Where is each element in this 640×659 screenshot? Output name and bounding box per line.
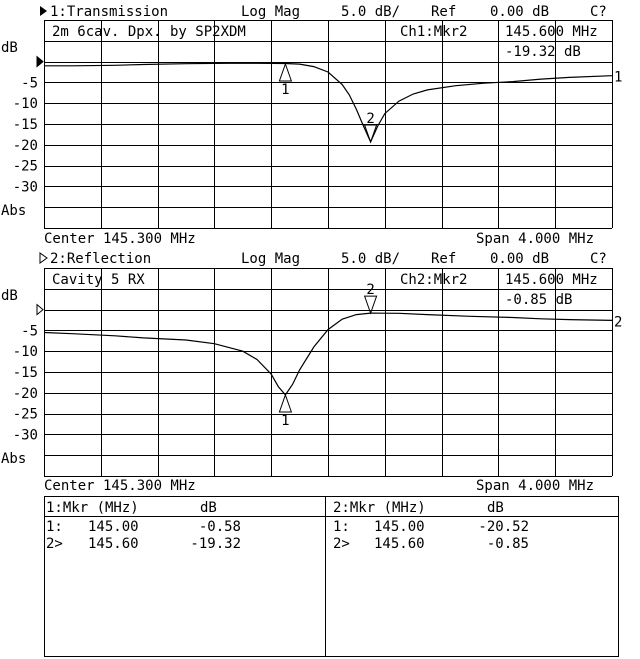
channel-2-footer: Center 145.300 MHz Span 4.000 MHz — [44, 478, 594, 494]
marker-1-triangle-icon — [278, 62, 293, 82]
table-row: 2> 145.60 -0.85 — [333, 536, 529, 552]
marker-2-label: 2 — [366, 111, 374, 127]
channel-2-ref-label: Ref — [431, 251, 456, 267]
channel-arrow-icon — [39, 252, 48, 264]
marker-readout-label: Ch1:Mkr2 — [400, 24, 467, 40]
marker-id: 1: — [333, 519, 350, 535]
channel-1-format: Log Mag — [241, 4, 300, 20]
channel-1-footer: Center 145.300 MHz Span 4.000 MHz — [44, 231, 594, 247]
marker-id: 2> — [46, 536, 63, 552]
trace-title: 2m 6cav. Dpx. by SP2XDM — [52, 24, 246, 40]
table-row: 1: 145.00 -20.52 — [333, 519, 529, 535]
y-tick-label: -10 — [13, 96, 38, 112]
trace-title: Cavity 5 RX — [52, 272, 145, 288]
y-tick-label: -20 — [13, 138, 38, 154]
trace-line — [44, 62, 613, 144]
y-tick-label: -25 — [13, 407, 38, 423]
channel-2-label: 2:Reflection — [50, 251, 151, 267]
marker-value: -0.58 — [199, 519, 241, 535]
channel-1-scale: 5.0 dB/ — [341, 4, 400, 20]
y-tick-label: -5 — [21, 323, 38, 339]
trace-end-label: 1 — [614, 70, 622, 86]
marker-readout-label: Ch2:Mkr2 — [400, 272, 467, 288]
marker-value: -19.32 — [190, 536, 241, 552]
channel-1-span: Span 4.000 MHz — [476, 231, 594, 247]
marker-id: 1: — [46, 519, 63, 535]
channel-2-span: Span 4.000 MHz — [476, 478, 594, 494]
table-header-mkr: 2:Mkr (MHz) — [333, 500, 426, 516]
channel-2-scale: 5.0 dB/ — [341, 251, 400, 267]
channel-2-center: Center 145.300 MHz — [44, 478, 196, 494]
trace-line — [43, 312, 613, 396]
y-tick-label: -20 — [13, 386, 38, 402]
marker-table: 1:Mkr (MHz) dB 1: 145.00 -0.58 2> 145.60… — [44, 496, 619, 657]
channel-1-header: 1:Transmission Log Mag 5.0 dB/ Ref 0.00 … — [40, 4, 607, 20]
marker-readout-freq: 145.600 MHz — [505, 24, 598, 40]
channel-2-header: 2:Reflection Log Mag 5.0 dB/ Ref 0.00 dB… — [39, 251, 607, 267]
marker-freq: 145.60 — [88, 536, 139, 552]
reflection-plot: Cavity 5 RX Ch2:Mkr2 145.600 MHz -0.85 dB dB… — [1, 268, 622, 477]
y-tick-label: -25 — [13, 159, 38, 175]
table-header-unit: dB — [487, 500, 504, 516]
channel-1-ref-label: Ref — [431, 4, 456, 20]
trace-end-label: 2 — [614, 314, 622, 330]
reference-level-pointer-icon — [36, 55, 44, 68]
y-tick-label: -5 — [21, 75, 38, 91]
active-channel-arrow-icon — [40, 6, 47, 16]
table-row: 2> 145.60 -19.32 — [46, 536, 241, 552]
y-tick-label: -15 — [13, 365, 38, 381]
table-row: 1: 145.00 -0.58 — [46, 519, 241, 535]
table-header-unit: dB — [200, 500, 217, 516]
table-header-mkr: 1:Mkr (MHz) — [46, 500, 139, 516]
marker-table-border — [44, 496, 619, 657]
marker-table-channel-1: 1:Mkr (MHz) dB 1: 145.00 -0.58 2> 145.60… — [46, 500, 241, 552]
marker-2-label: 2 — [366, 282, 374, 298]
marker-freq: 145.60 — [374, 536, 425, 552]
reference-level-pointer-icon — [36, 303, 44, 316]
y-tick-label: -30 — [13, 427, 38, 443]
marker-value: -20.52 — [478, 519, 529, 535]
marker-freq: 145.00 — [88, 519, 139, 535]
marker-table-channel-2: 2:Mkr (MHz) dB 1: 145.00 -20.52 2> 145.6… — [333, 500, 529, 552]
y-axis-bottom-label: Abs — [1, 451, 26, 467]
channel-1-ref-value: 0.00 dB — [490, 4, 549, 20]
y-tick-label: -10 — [13, 344, 38, 360]
y-axis-unit-label: dB — [1, 288, 18, 304]
marker-1-triangle-icon — [278, 393, 293, 413]
marker-2-triangle-icon — [363, 295, 378, 315]
channel-2-status: C? — [590, 251, 607, 267]
channel-2-format: Log Mag — [241, 251, 300, 267]
y-axis-unit-label: dB — [1, 40, 18, 56]
channel-1-center: Center 145.300 MHz — [44, 231, 196, 247]
marker-2-triangle-icon — [363, 124, 378, 144]
marker-id: 2> — [333, 536, 350, 552]
marker-1-label: 1 — [281, 82, 289, 98]
marker-1-label: 1 — [281, 413, 289, 429]
y-tick-label: -30 — [13, 179, 38, 195]
marker-readout-value: -19.32 dB — [505, 44, 581, 60]
marker-value: -0.85 — [487, 536, 529, 552]
marker-readout-value: -0.85 dB — [505, 292, 572, 308]
transmission-plot: 2m 6cav. Dpx. by SP2XDM Ch1:Mkr2 145.600 M… — [1, 20, 622, 229]
channel-1-label: 1:Transmission — [50, 4, 168, 20]
channel-1-status: C? — [590, 4, 607, 20]
y-tick-label: -15 — [13, 117, 38, 133]
y-axis-bottom-label: Abs — [1, 203, 26, 219]
marker-freq: 145.00 — [374, 519, 425, 535]
marker-readout-freq: 145.600 MHz — [505, 272, 598, 288]
channel-2-ref-value: 0.00 dB — [490, 251, 549, 267]
